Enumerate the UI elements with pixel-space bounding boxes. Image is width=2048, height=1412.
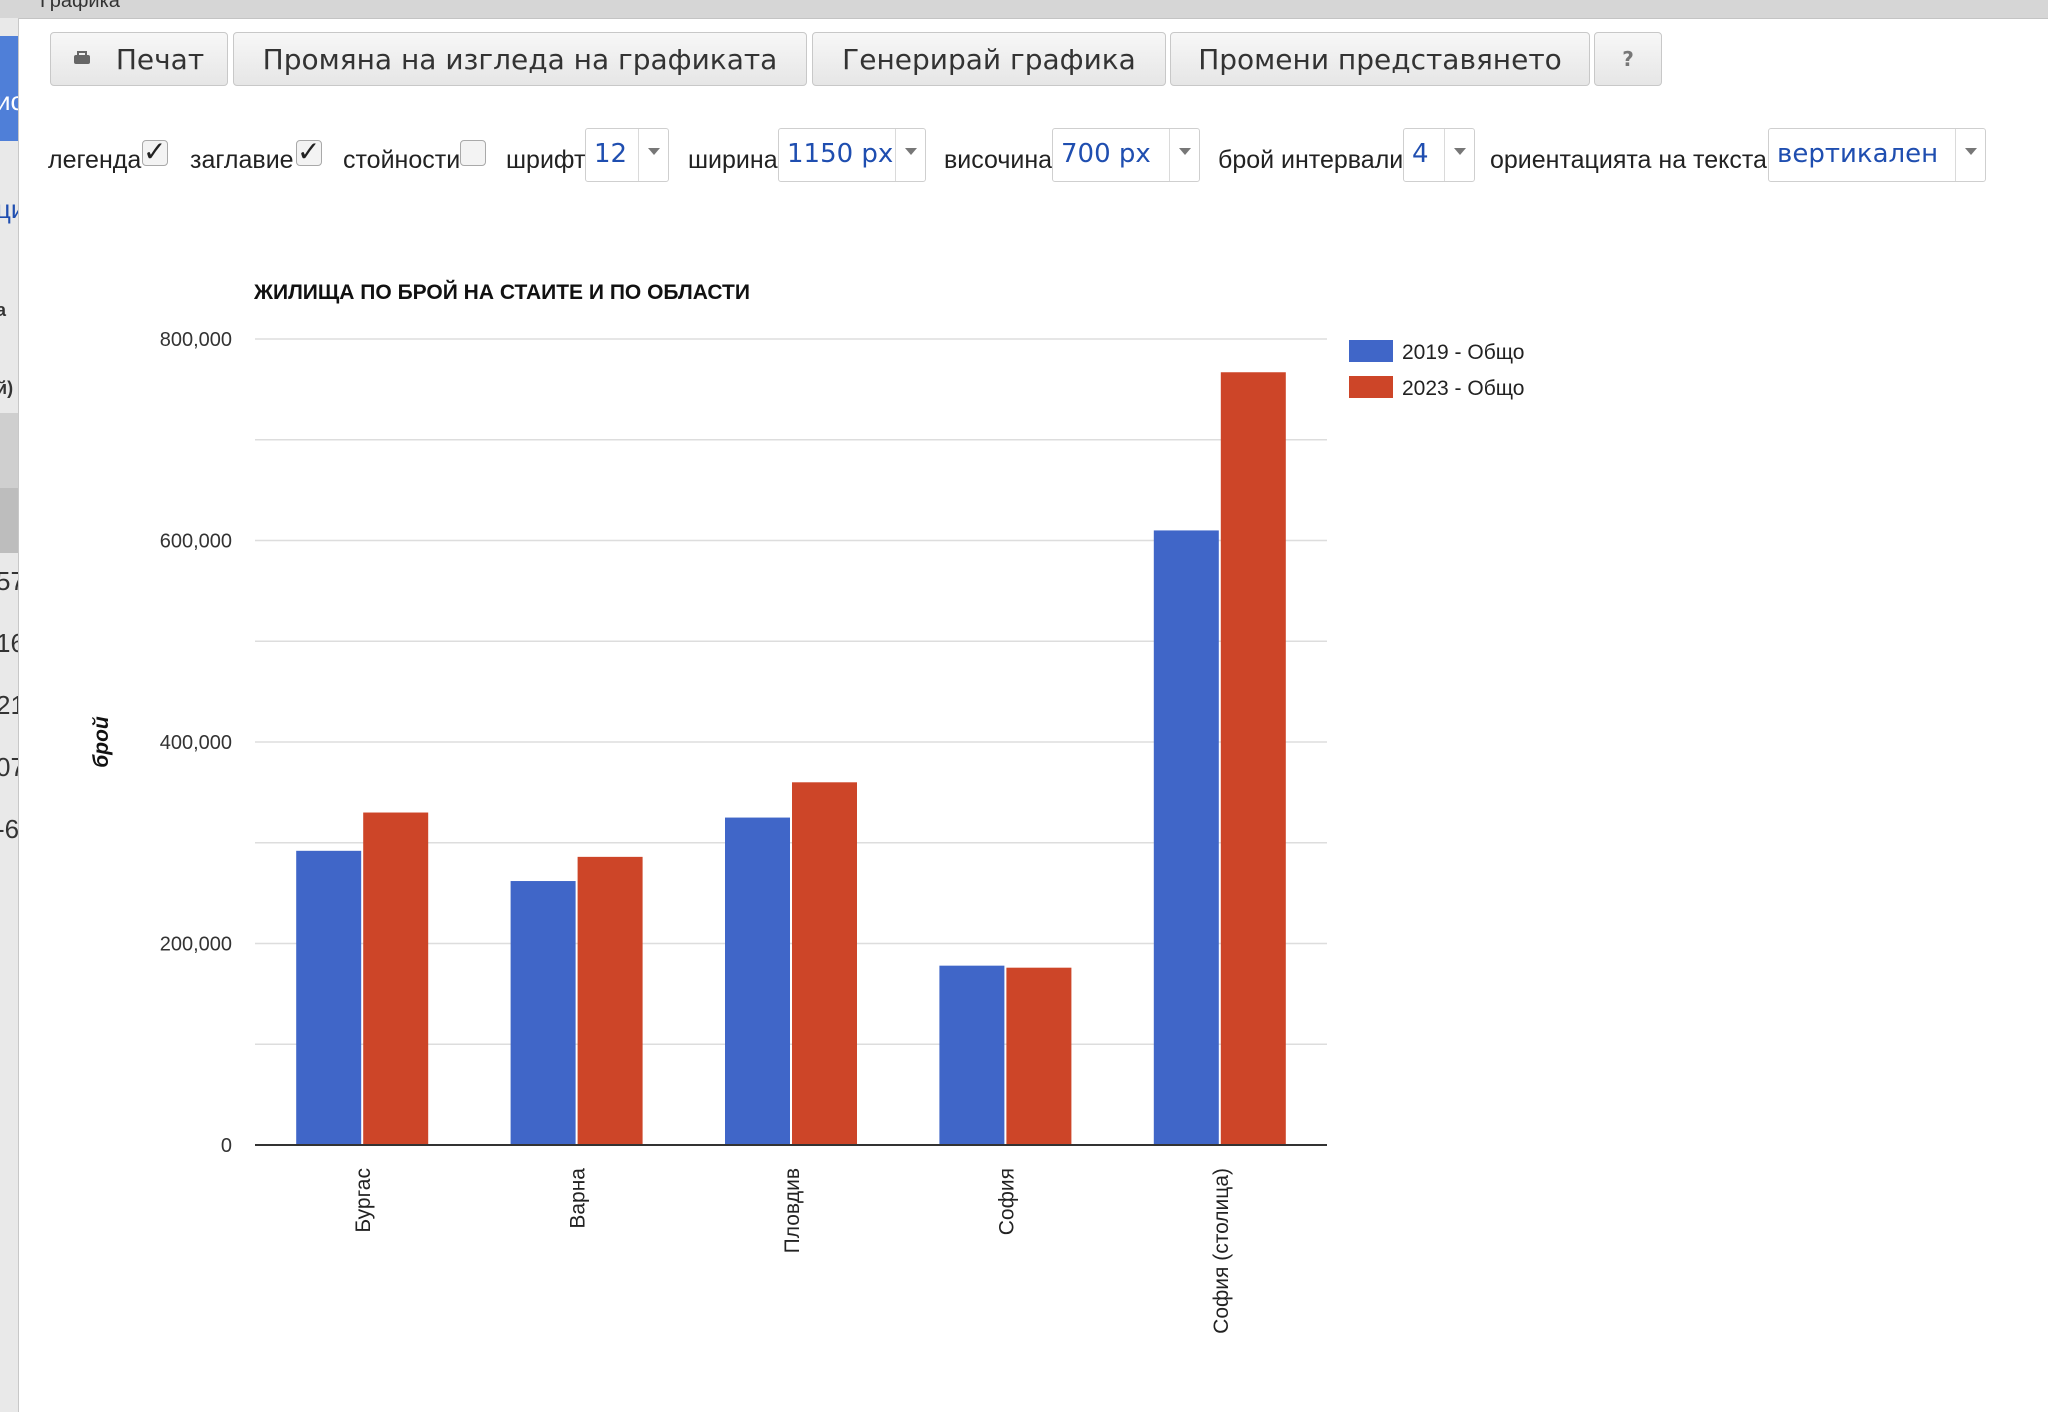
intervals-value: 4 xyxy=(1412,139,1429,169)
printer-icon xyxy=(73,51,90,67)
y-tick-label: 200,000 xyxy=(160,934,232,956)
legend-label: легенда xyxy=(48,146,142,174)
bar xyxy=(792,782,857,1145)
left-panel-fragment: 16 xyxy=(0,628,18,659)
text-orientation-label: ориентацията на текста xyxy=(1490,146,1767,174)
x-tick-label: София (столица) xyxy=(1210,1168,1233,1334)
height-select[interactable]: 700 px xyxy=(1052,128,1200,182)
chevron-down-icon xyxy=(895,129,925,181)
chevron-down-icon xyxy=(1955,129,1985,181)
left-panel-divider xyxy=(0,488,18,553)
legend-label: 2019 - Общо xyxy=(1402,341,1524,364)
bar xyxy=(1153,530,1219,1145)
left-panel-fragment: 07 xyxy=(0,752,18,783)
intervals-select[interactable]: 4 xyxy=(1403,128,1475,182)
y-tick-label: 600,000 xyxy=(160,531,232,553)
y-axis-label: брой xyxy=(90,716,113,768)
left-panel-fragment: 57 xyxy=(0,566,18,597)
y-tick-label: 400,000 xyxy=(160,732,232,754)
font-size-select[interactable]: 12 xyxy=(585,128,669,182)
left-panel-fragment: а xyxy=(0,300,6,321)
width-label: ширина xyxy=(688,146,778,174)
font-size-value: 12 xyxy=(594,139,628,169)
y-tick-label: 0 xyxy=(221,1135,232,1157)
x-tick-label: Варна xyxy=(567,1168,590,1229)
checkmark-icon: ✓ xyxy=(297,136,321,167)
help-button[interactable]: ? xyxy=(1594,32,1662,86)
legend-swatch xyxy=(1349,340,1393,362)
values-checkbox[interactable] xyxy=(460,140,486,166)
bar xyxy=(577,856,643,1145)
x-axis-ticks: Бургас Варна Пловдив София София (столица) xyxy=(352,1168,1233,1334)
x-tick-label: Пловдив xyxy=(781,1168,804,1253)
bar xyxy=(510,881,576,1145)
change-representation-button[interactable]: Промени представянето xyxy=(1170,32,1590,86)
left-panel-divider xyxy=(0,413,18,488)
legend-checkbox[interactable]: ✓ xyxy=(142,136,168,167)
intervals-label: брой интервали xyxy=(1218,146,1404,174)
left-panel-fragment: й) xyxy=(0,378,14,398)
generate-chart-button[interactable]: Генерирай графика xyxy=(812,32,1166,86)
left-panel-edge: ис ци а й) 57 16 21 07 -6 xyxy=(0,18,19,1412)
y-tick-label: 800,000 xyxy=(160,329,232,351)
font-size-label: шрифт xyxy=(506,146,586,174)
chevron-down-icon xyxy=(1169,129,1199,181)
chart-title: ЖИЛИЩА ПО БРОЙ НА СТАИТЕ И ПО ОБЛАСТИ xyxy=(253,280,750,304)
left-panel-fragment: ис xyxy=(0,86,18,117)
height-label: височина xyxy=(944,146,1053,174)
x-tick-label: Бургас xyxy=(352,1168,375,1233)
chart-grid xyxy=(255,338,1327,1045)
text-orientation-select[interactable]: вертикален xyxy=(1768,128,1986,182)
chevron-down-icon xyxy=(638,129,668,181)
legend-label: 2023 - Общо xyxy=(1402,377,1524,400)
text-orientation-value: вертикален xyxy=(1777,139,1939,169)
change-representation-label: Промени представянето xyxy=(1198,42,1562,76)
checkmark-icon: ✓ xyxy=(143,136,167,167)
chart-options-row: легенда ✓ заглавие ✓ стойности шрифт 12 … xyxy=(48,128,2038,184)
legend-swatch xyxy=(1349,376,1393,398)
height-value: 700 px xyxy=(1061,139,1151,169)
window-title-bar: Графика xyxy=(0,0,2048,19)
title-checkbox[interactable]: ✓ xyxy=(296,136,322,167)
left-panel-selected-item[interactable] xyxy=(0,36,18,141)
y-axis-ticks: 0 200,000 400,000 600,000 800,000 xyxy=(160,329,232,1157)
width-value: 1150 px xyxy=(787,139,894,169)
left-panel-fragment: 21 xyxy=(0,690,18,721)
bar xyxy=(939,965,1005,1145)
x-tick-label: София xyxy=(995,1168,1018,1235)
values-label: стойности xyxy=(343,146,461,174)
bar xyxy=(1006,967,1072,1145)
width-select[interactable]: 1150 px xyxy=(778,128,926,182)
bar xyxy=(363,812,429,1145)
left-panel-fragment: -6 xyxy=(0,814,19,844)
chevron-down-icon xyxy=(1444,129,1474,181)
chart-bars xyxy=(296,372,1286,1145)
change-appearance-label: Промяна на изгледа на графиката xyxy=(262,42,778,76)
print-button[interactable]: Печат xyxy=(50,32,228,86)
chart-legend: 2019 - Общо 2023 - Общо xyxy=(1349,340,1524,400)
bar xyxy=(1220,372,1286,1145)
title-label: заглавие xyxy=(190,146,294,174)
help-icon: ? xyxy=(1622,47,1634,71)
bar xyxy=(296,850,362,1145)
change-appearance-button[interactable]: Промяна на изгледа на графиката xyxy=(233,32,807,86)
left-panel-fragment: ци xyxy=(0,194,18,225)
bar xyxy=(725,817,790,1145)
window-title: Графика xyxy=(40,0,120,12)
print-button-label: Печат xyxy=(115,42,205,76)
generate-chart-label: Генерирай графика xyxy=(842,42,1136,76)
